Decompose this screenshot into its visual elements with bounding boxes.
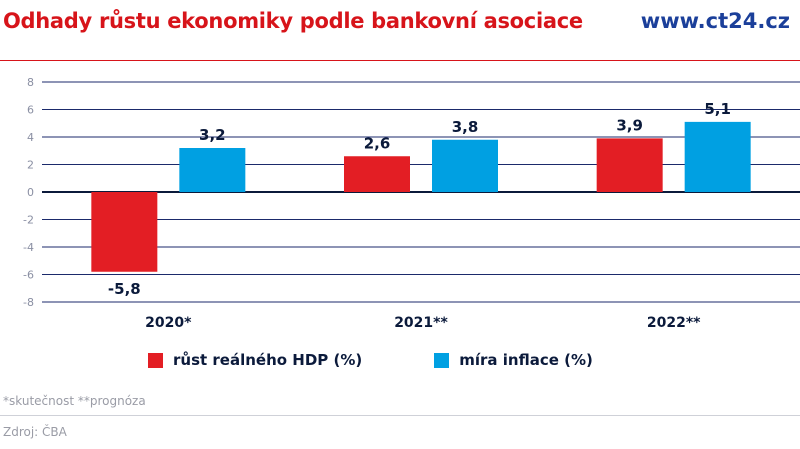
x-category-label: 2020* (145, 315, 192, 331)
y-tick-label: 0 (27, 186, 34, 199)
bar-inflation (179, 148, 246, 192)
bar-inflation (684, 121, 751, 192)
legend-label-inflation: míra inflace (%) (459, 351, 593, 369)
bar-chart: 8 6 4 2 0 -2 -4 -6 -8 -5,8 3,2 2020* 2,6 3,8 2021** 3,9… (23, 76, 800, 331)
y-tick-label: 6 (27, 104, 34, 117)
y-tick-label: 4 (27, 131, 34, 144)
bar-inflation (432, 139, 498, 192)
y-tick-label: 2 (27, 159, 34, 172)
footer-divider (0, 415, 800, 416)
value-label-inflation: 3,2 (199, 126, 226, 144)
value-label-inflation: 3,8 (452, 118, 479, 136)
y-tick-label: -4 (23, 241, 34, 254)
source-note: Zdroj: ČBA (3, 425, 67, 439)
legend-swatch-gdp (148, 352, 163, 368)
value-label-inflation: 5,1 (704, 100, 731, 118)
value-label-gdp: -5,8 (108, 280, 141, 298)
chart-title: Odhady růstu ekonomiky podle bankovní as… (3, 9, 583, 33)
bar-gdp (344, 156, 410, 192)
value-label-gdp: 2,6 (364, 134, 391, 152)
y-tick-label: 8 (27, 76, 34, 89)
legend-label-gdp: růst reálného HDP (%) (173, 351, 363, 369)
legend: růst reálného HDP (%) míra inflace (%) (148, 351, 665, 369)
bar-gdp (91, 192, 158, 272)
legend-item-inflation: míra inflace (%) (434, 351, 593, 369)
y-tick-label: -2 (23, 214, 34, 227)
value-label-gdp: 3,9 (616, 116, 643, 134)
legend-swatch-inflation (434, 352, 450, 368)
chart-header: Odhady růstu ekonomiky podle bankovní as… (0, 0, 800, 58)
site-url[interactable]: www.ct24.cz (640, 9, 790, 33)
legend-item-gdp: růst reálného HDP (%) (148, 351, 362, 369)
y-tick-label: -6 (23, 269, 34, 282)
bar-gdp (596, 138, 663, 192)
x-category-label: 2022** (647, 315, 701, 331)
footnote: *skutečnost **prognóza (3, 394, 146, 408)
header-divider (0, 60, 800, 61)
x-category-label: 2021** (394, 315, 448, 331)
y-tick-label: -8 (23, 296, 34, 309)
